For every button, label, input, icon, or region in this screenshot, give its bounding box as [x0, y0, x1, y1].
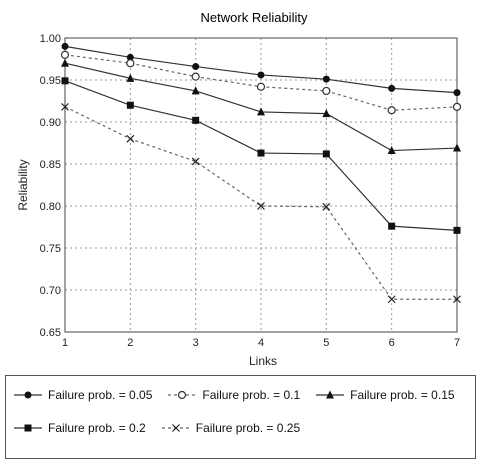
data-point-x — [171, 424, 180, 432]
y-tick-label: 0.70 — [40, 285, 61, 297]
y-tick-label: 0.80 — [40, 201, 61, 213]
data-point-filled-circle — [126, 53, 134, 61]
data-point-open-circle — [60, 50, 70, 59]
data-point-filled-square — [388, 222, 396, 230]
x-tick-label: 4 — [258, 337, 264, 349]
data-point-triangle — [322, 109, 331, 118]
y-tick-label: 0.90 — [40, 117, 61, 129]
data-point-triangle — [326, 390, 335, 399]
legend-swatch — [316, 390, 345, 399]
series-5 — [61, 102, 461, 304]
data-point-x — [387, 295, 396, 304]
data-point-triangle — [61, 58, 69, 67]
legend-item: Failure prob. = 0.05 — [12, 388, 152, 402]
data-point-filled-circle — [192, 63, 200, 71]
y-tick-label: 0.75 — [40, 243, 61, 255]
series-3 — [61, 58, 461, 155]
data-point-x — [126, 134, 135, 143]
chart-title: Network Reliability — [201, 10, 308, 25]
data-point-x — [322, 202, 331, 211]
series-1 — [61, 42, 461, 97]
legend-item: Failure prob. = 0.2 — [12, 421, 146, 435]
data-point-filled-circle — [61, 42, 69, 50]
legend-label: Failure prob. = 0.2 — [48, 421, 146, 435]
x-tick-label: 7 — [454, 337, 460, 349]
grid-lines — [65, 38, 457, 332]
legend-item: Failure prob. = 0.15 — [314, 388, 455, 402]
data-point-x — [61, 102, 69, 111]
series-4 — [61, 77, 461, 234]
data-point-open-circle — [322, 86, 331, 96]
legend-label: Failure prob. = 0.05 — [48, 388, 153, 402]
data-point-open-circle — [178, 390, 187, 400]
data-point-x — [453, 295, 461, 304]
data-point-open-circle — [387, 106, 396, 115]
data-point-filled-square — [453, 226, 461, 234]
data-point-triangle — [191, 86, 200, 95]
data-point-filled-square — [257, 149, 265, 157]
legend-item: Failure prob. = 0.1 — [166, 388, 300, 402]
data-point-triangle — [453, 143, 461, 152]
x-tick-label: 1 — [62, 337, 68, 349]
legend-swatch — [14, 424, 42, 432]
data-point-x — [257, 202, 265, 210]
data-point-filled-circle — [453, 89, 461, 97]
data-point-filled-square — [192, 116, 200, 124]
legend-label: Failure prob. = 0.25 — [195, 421, 301, 435]
data-point-filled-square — [61, 77, 69, 85]
data-point-filled-circle — [257, 71, 265, 79]
series-layer — [60, 42, 462, 304]
data-point-x — [191, 157, 200, 166]
data-point-filled-square — [322, 150, 330, 158]
legend-row: Failure prob. = 0.2 Failure prob. = 0.25 — [12, 418, 314, 438]
legend-swatch — [168, 390, 197, 400]
data-point-open-circle — [452, 102, 462, 111]
data-point-triangle — [126, 73, 135, 82]
data-point-filled-square — [126, 101, 134, 109]
x-tick-label: 6 — [389, 337, 395, 349]
x-axis-label: Links — [249, 354, 277, 368]
y-tick-label: 1.00 — [40, 33, 61, 45]
legend-label: Failure prob. = 0.1 — [202, 388, 301, 402]
y-tick-label: 0.65 — [40, 327, 61, 339]
data-point-open-circle — [256, 82, 266, 91]
x-tick-labels: 1 2 3 4 5 6 7 — [62, 337, 460, 349]
legend-row: Failure prob. = 0.05 Failure prob. = 0.1 F… — [12, 385, 469, 405]
y-tick-labels: 1.00 0.95 0.90 0.85 0.80 0.75 0.70 0.65 — [40, 33, 61, 339]
x-tick-label: 5 — [323, 337, 329, 349]
y-tick-label: 0.85 — [40, 159, 61, 171]
x-tick-label: 2 — [127, 337, 133, 349]
y-axis-label: Reliability — [16, 159, 30, 210]
legend-swatch — [161, 424, 190, 432]
network-reliability-chart: Network Reliability 1.00 0.95 0.90 0.85 0.80… — [16, 10, 462, 368]
series-2 — [60, 50, 462, 115]
plot-frame — [64, 37, 458, 333]
legend: Failure prob. = 0.05 Failure prob. = 0.1 F… — [5, 375, 476, 459]
data-point-open-circle — [126, 59, 135, 68]
data-point-triangle — [257, 107, 265, 116]
data-point-open-circle — [191, 72, 200, 81]
data-point-filled-square — [24, 424, 32, 432]
data-point-filled-circle — [388, 84, 396, 92]
y-tick-label: 0.95 — [40, 75, 61, 87]
data-point-filled-circle — [322, 75, 330, 83]
data-point-triangle — [387, 146, 396, 155]
legend-item: Failure prob. = 0.25 — [160, 421, 300, 435]
legend-label: Failure prob. = 0.15 — [350, 388, 455, 402]
data-point-filled-circle — [24, 391, 32, 399]
x-tick-label: 3 — [193, 337, 199, 349]
legend-swatch — [14, 391, 42, 399]
